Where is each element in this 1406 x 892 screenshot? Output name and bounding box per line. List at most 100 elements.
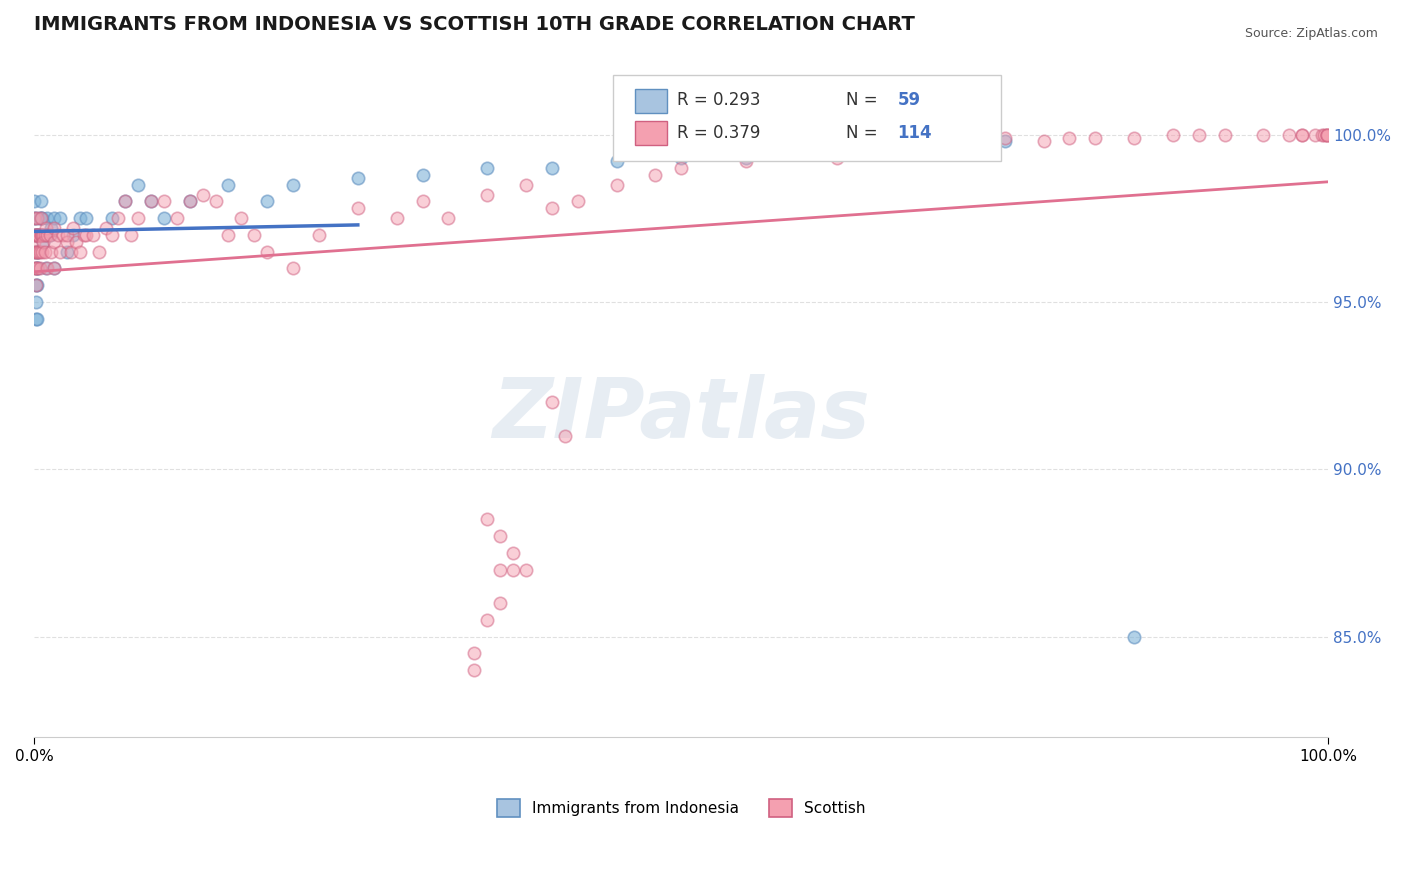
Point [69,211,91,226]
Point [139,194,162,209]
Point [502,563,524,577]
Point [671,151,693,165]
Point [1059,131,1081,145]
Point [42,261,65,276]
Point [1161,128,1184,142]
Point [34,244,56,259]
Point [42,211,65,226]
Point [1253,128,1275,142]
Point [281,261,304,276]
Point [32,227,55,242]
Point [22,211,45,226]
Point [541,201,564,215]
Point [24,311,46,326]
Point [32,235,55,249]
Point [62,221,84,235]
Text: Source: ZipAtlas.com: Source: ZipAtlas.com [1244,27,1378,40]
Point [31,227,53,242]
Point [82,227,104,242]
Point [346,201,368,215]
Point [243,227,266,242]
Point [204,194,226,209]
Point [179,194,201,209]
Point [49,211,72,226]
Point [22,261,45,276]
Point [1123,131,1146,145]
Point [25,244,48,259]
Point [606,154,628,169]
Point [385,211,408,226]
Point [1310,128,1333,142]
Point [34,227,56,242]
Point [24,261,46,276]
Point [1123,630,1146,644]
Point [28,211,51,226]
Point [37,211,59,226]
Point [46,227,69,242]
Point [281,178,304,192]
Point [42,261,65,276]
Point [24,211,46,226]
Point [179,194,201,209]
Point [25,227,48,242]
Point [37,227,59,242]
Point [800,145,823,159]
Point [554,428,576,442]
Point [231,211,253,226]
Point [929,145,952,159]
Point [39,244,62,259]
Point [477,161,499,175]
Text: ZIPatlas: ZIPatlas [492,374,870,455]
Point [1316,128,1339,142]
Point [24,244,46,259]
Point [22,235,45,249]
Point [800,145,823,159]
Point [107,211,129,226]
Point [412,168,434,182]
Point [55,244,77,259]
Point [437,211,460,226]
Point [1313,128,1336,142]
Point [346,171,368,186]
Point [38,227,60,242]
Point [256,194,278,209]
Bar [634,88,666,112]
Point [127,178,149,192]
Point [489,563,512,577]
Point [27,227,49,242]
Point [217,178,239,192]
Point [75,227,97,242]
Point [477,613,499,627]
Point [24,227,46,242]
Point [27,227,49,242]
Point [34,227,56,242]
Point [32,235,55,249]
Point [101,227,124,242]
Point [541,395,564,409]
Point [256,244,278,259]
Point [75,211,97,226]
Text: R = 0.379: R = 0.379 [678,124,761,142]
Point [1316,128,1339,142]
Point [37,227,59,242]
Point [25,261,48,276]
Point [37,261,59,276]
Point [28,261,51,276]
Point [1188,128,1211,142]
Point [644,168,666,182]
Point [22,244,45,259]
Point [1084,131,1107,145]
Text: R = 0.293: R = 0.293 [678,91,761,109]
Point [49,244,72,259]
Point [22,227,45,242]
Point [735,154,758,169]
Point [22,227,45,242]
Point [463,646,485,660]
Point [62,227,84,242]
Point [28,244,51,259]
Point [65,235,87,249]
Point [27,227,49,242]
Point [30,211,52,226]
Point [52,227,75,242]
Point [42,235,65,249]
